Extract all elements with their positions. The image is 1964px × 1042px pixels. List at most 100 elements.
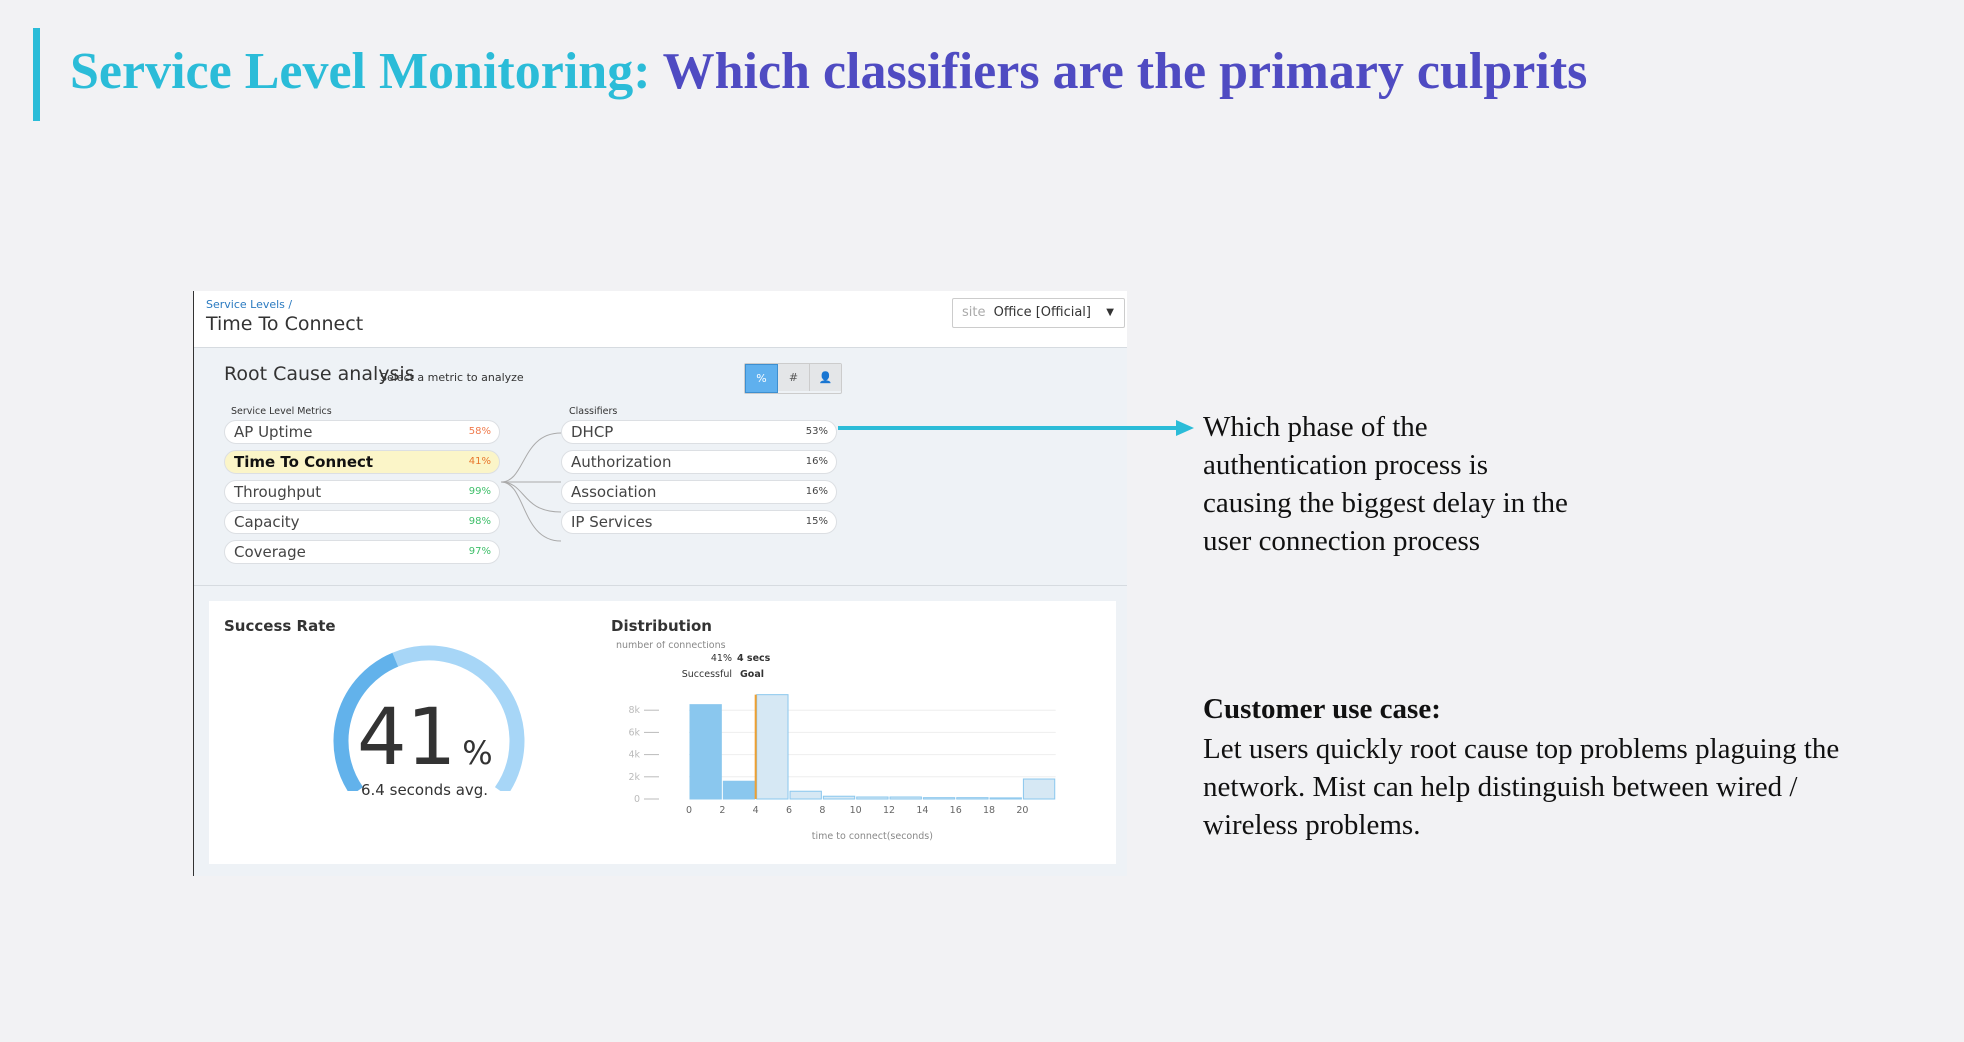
success-rate-value: 41%	[357, 693, 493, 783]
y-tick-label: 0	[634, 794, 640, 805]
percent-toggle[interactable]: %	[745, 364, 778, 393]
x-tick-label: 18	[983, 805, 995, 816]
histogram-bar	[689, 704, 722, 800]
site-dropdown[interactable]: site Office [Official] ▼	[952, 298, 1125, 328]
title-part2: Which classifiers are the primary culpri…	[650, 43, 1588, 100]
histogram-bar	[722, 780, 756, 800]
classifier-dhcp[interactable]: DHCP 53%	[561, 420, 837, 444]
success-rate-number: 41	[357, 693, 457, 783]
metric-time-to-connect[interactable]: Time To Connect 41%	[224, 450, 500, 474]
app-screenshot: Service Levels / Time To Connect site Of…	[193, 291, 1127, 876]
gauge-fill	[333, 652, 399, 791]
distribution-chart: number of connections 41% Successful 4 secs…	[616, 641, 1056, 842]
x-tick-label: 0	[686, 805, 692, 816]
x-tick-label: 16	[950, 805, 962, 816]
avg-time: 6.4 seconds avg.	[361, 781, 489, 799]
x-axis-label: time to connect(seconds)	[812, 831, 933, 842]
divider	[194, 585, 1127, 586]
goal-label: Goal	[740, 669, 764, 680]
histogram-bar	[922, 797, 956, 800]
success-rate-gauge	[333, 645, 525, 791]
site-value: Office [Official]	[993, 305, 1091, 320]
y-tick-label: 2k	[628, 772, 640, 783]
success-label: Successful	[682, 669, 732, 680]
histogram-bar	[889, 796, 922, 800]
gauge-track	[392, 645, 525, 791]
page-title: Time To Connect	[206, 313, 364, 335]
metric-capacity[interactable]: Capacity 98%	[224, 510, 500, 534]
success-rate-unit: %	[462, 734, 493, 772]
metric-value: 98%	[468, 516, 491, 527]
classifier-value: 16%	[805, 486, 828, 497]
rca-title: Root Cause analysis	[224, 363, 415, 385]
metric-value: 99%	[468, 486, 491, 497]
histogram-bar	[756, 694, 789, 800]
x-tick-label: 2	[719, 805, 725, 816]
classifier-value: 53%	[805, 426, 828, 437]
metric-label: Coverage	[234, 543, 306, 561]
y-tick-label: 8k	[628, 705, 640, 716]
metrics-header: Service Level Metrics	[231, 406, 332, 417]
x-tick-label: 20	[1016, 805, 1028, 816]
text-line: Let users quickly root cause top problem…	[1203, 733, 1840, 765]
x-tick-label: 14	[916, 805, 928, 816]
metric-throughput[interactable]: Throughput 99%	[224, 480, 500, 504]
metric-ap-uptime[interactable]: AP Uptime 58%	[224, 420, 500, 444]
histogram-bar	[1022, 778, 1056, 800]
chevron-down-icon: ▼	[1106, 307, 1114, 318]
classifier-value: 15%	[805, 516, 828, 527]
metric-label: Time To Connect	[234, 453, 374, 471]
classifier-value: 16%	[805, 456, 828, 467]
text-line: network. Mist can help distinguish betwe…	[1203, 771, 1798, 803]
metric-label: AP Uptime	[234, 423, 313, 441]
metric-coverage[interactable]: Coverage 97%	[224, 540, 500, 564]
breadcrumb[interactable]: Service Levels /	[206, 298, 293, 311]
classifier-label: Association	[571, 483, 657, 501]
y-tick-label: 6k	[628, 727, 640, 738]
histogram-bar	[789, 790, 822, 800]
classifier-authorization[interactable]: Authorization 16%	[561, 450, 837, 474]
text-line: user connection process	[1203, 525, 1481, 557]
connector-lines	[501, 432, 562, 542]
page-header: Service Levels / Time To Connect site Of…	[194, 291, 1127, 348]
count-toggle[interactable]: #	[778, 364, 810, 391]
title-part1: Service Level Monitoring:	[70, 43, 651, 100]
callout-arrow	[838, 420, 1194, 436]
y-axis-label: number of connections	[616, 641, 726, 651]
metric-value: 97%	[468, 546, 491, 557]
classifier-label: IP Services	[571, 513, 653, 531]
user-icon: 👤	[818, 371, 833, 384]
classifiers-header: Classifiers	[569, 406, 618, 417]
text-line: wireless problems.	[1203, 809, 1421, 841]
goal-value: 4 secs	[737, 653, 771, 664]
rca-subtitle: Select a metric to analyze	[380, 371, 524, 384]
x-tick-label: 4	[753, 805, 759, 816]
x-tick-label: 8	[819, 805, 825, 816]
text-line: causing the biggest delay in the	[1203, 487, 1568, 519]
use-case-text: Let users quickly root cause top problem…	[1203, 730, 1839, 844]
view-toggle: % # 👤	[744, 363, 842, 394]
y-tick-label: 4k	[628, 750, 640, 761]
histogram-bar	[989, 797, 1022, 800]
use-case-heading: Customer use case:	[1203, 693, 1441, 725]
x-tick-label: 12	[883, 805, 895, 816]
metric-label: Throughput	[234, 483, 322, 501]
classifier-ip-services[interactable]: IP Services 15%	[561, 510, 837, 534]
accent-bar	[33, 28, 40, 121]
classifier-label: DHCP	[571, 423, 614, 441]
metric-value: 58%	[468, 426, 491, 437]
classifier-association[interactable]: Association 16%	[561, 480, 837, 504]
classifier-label: Authorization	[571, 453, 672, 471]
text-line: authentication process is	[1203, 449, 1489, 481]
histogram-bar	[956, 797, 989, 800]
slide-title: Service Level Monitoring: Which classifi…	[70, 42, 1587, 101]
histogram-bar	[856, 796, 889, 800]
text-line: Which phase of the	[1203, 411, 1428, 443]
user-toggle[interactable]: 👤	[810, 364, 841, 391]
x-tick-label: 6	[786, 805, 792, 816]
callout-text: Which phase of the authentication process…	[1203, 408, 1568, 560]
details-card: Success Rate 41% 6.4 seconds avg. Distri…	[209, 601, 1116, 864]
success-rate-title: Success Rate	[224, 617, 336, 635]
metric-value: 41%	[468, 456, 491, 467]
histogram-bar	[822, 795, 856, 800]
